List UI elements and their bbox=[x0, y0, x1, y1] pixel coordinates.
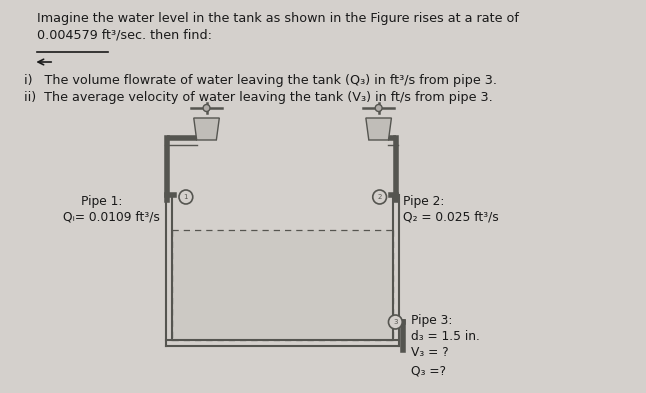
Text: ii)  The average velocity of water leaving the tank (V₃) in ft/s from pipe 3.: ii) The average velocity of water leavin… bbox=[24, 91, 492, 104]
Circle shape bbox=[373, 190, 386, 204]
Text: Pipe 3:: Pipe 3: bbox=[411, 314, 452, 327]
Text: 3: 3 bbox=[393, 319, 397, 325]
Text: 1: 1 bbox=[183, 194, 188, 200]
Text: 0.004579 ft³/sec. then find:: 0.004579 ft³/sec. then find: bbox=[37, 28, 213, 41]
Text: Qᵢ= 0.0109 ft³/s: Qᵢ= 0.0109 ft³/s bbox=[63, 211, 160, 224]
Text: Pipe 2:: Pipe 2: bbox=[403, 195, 444, 208]
Circle shape bbox=[375, 105, 382, 112]
Text: d₃ = 1.5 in.: d₃ = 1.5 in. bbox=[411, 330, 480, 343]
Text: Q₂ = 0.025 ft³/s: Q₂ = 0.025 ft³/s bbox=[403, 211, 499, 224]
Text: Imagine the water level in the tank as shown in the Figure rises at a rate of: Imagine the water level in the tank as s… bbox=[37, 12, 519, 25]
Circle shape bbox=[388, 315, 402, 329]
Polygon shape bbox=[194, 118, 219, 140]
Text: i)   The volume flowrate of water leaving the tank (Q₃) in ft³/s from pipe 3.: i) The volume flowrate of water leaving … bbox=[24, 74, 497, 87]
Polygon shape bbox=[366, 118, 391, 140]
Text: 2: 2 bbox=[377, 194, 382, 200]
Bar bbox=[172, 230, 393, 340]
Text: Q₃ =?: Q₃ =? bbox=[411, 364, 446, 377]
Circle shape bbox=[179, 190, 193, 204]
Text: Pipe 1:: Pipe 1: bbox=[81, 195, 122, 208]
Text: V₃ = ?: V₃ = ? bbox=[411, 346, 449, 359]
Circle shape bbox=[203, 105, 210, 112]
